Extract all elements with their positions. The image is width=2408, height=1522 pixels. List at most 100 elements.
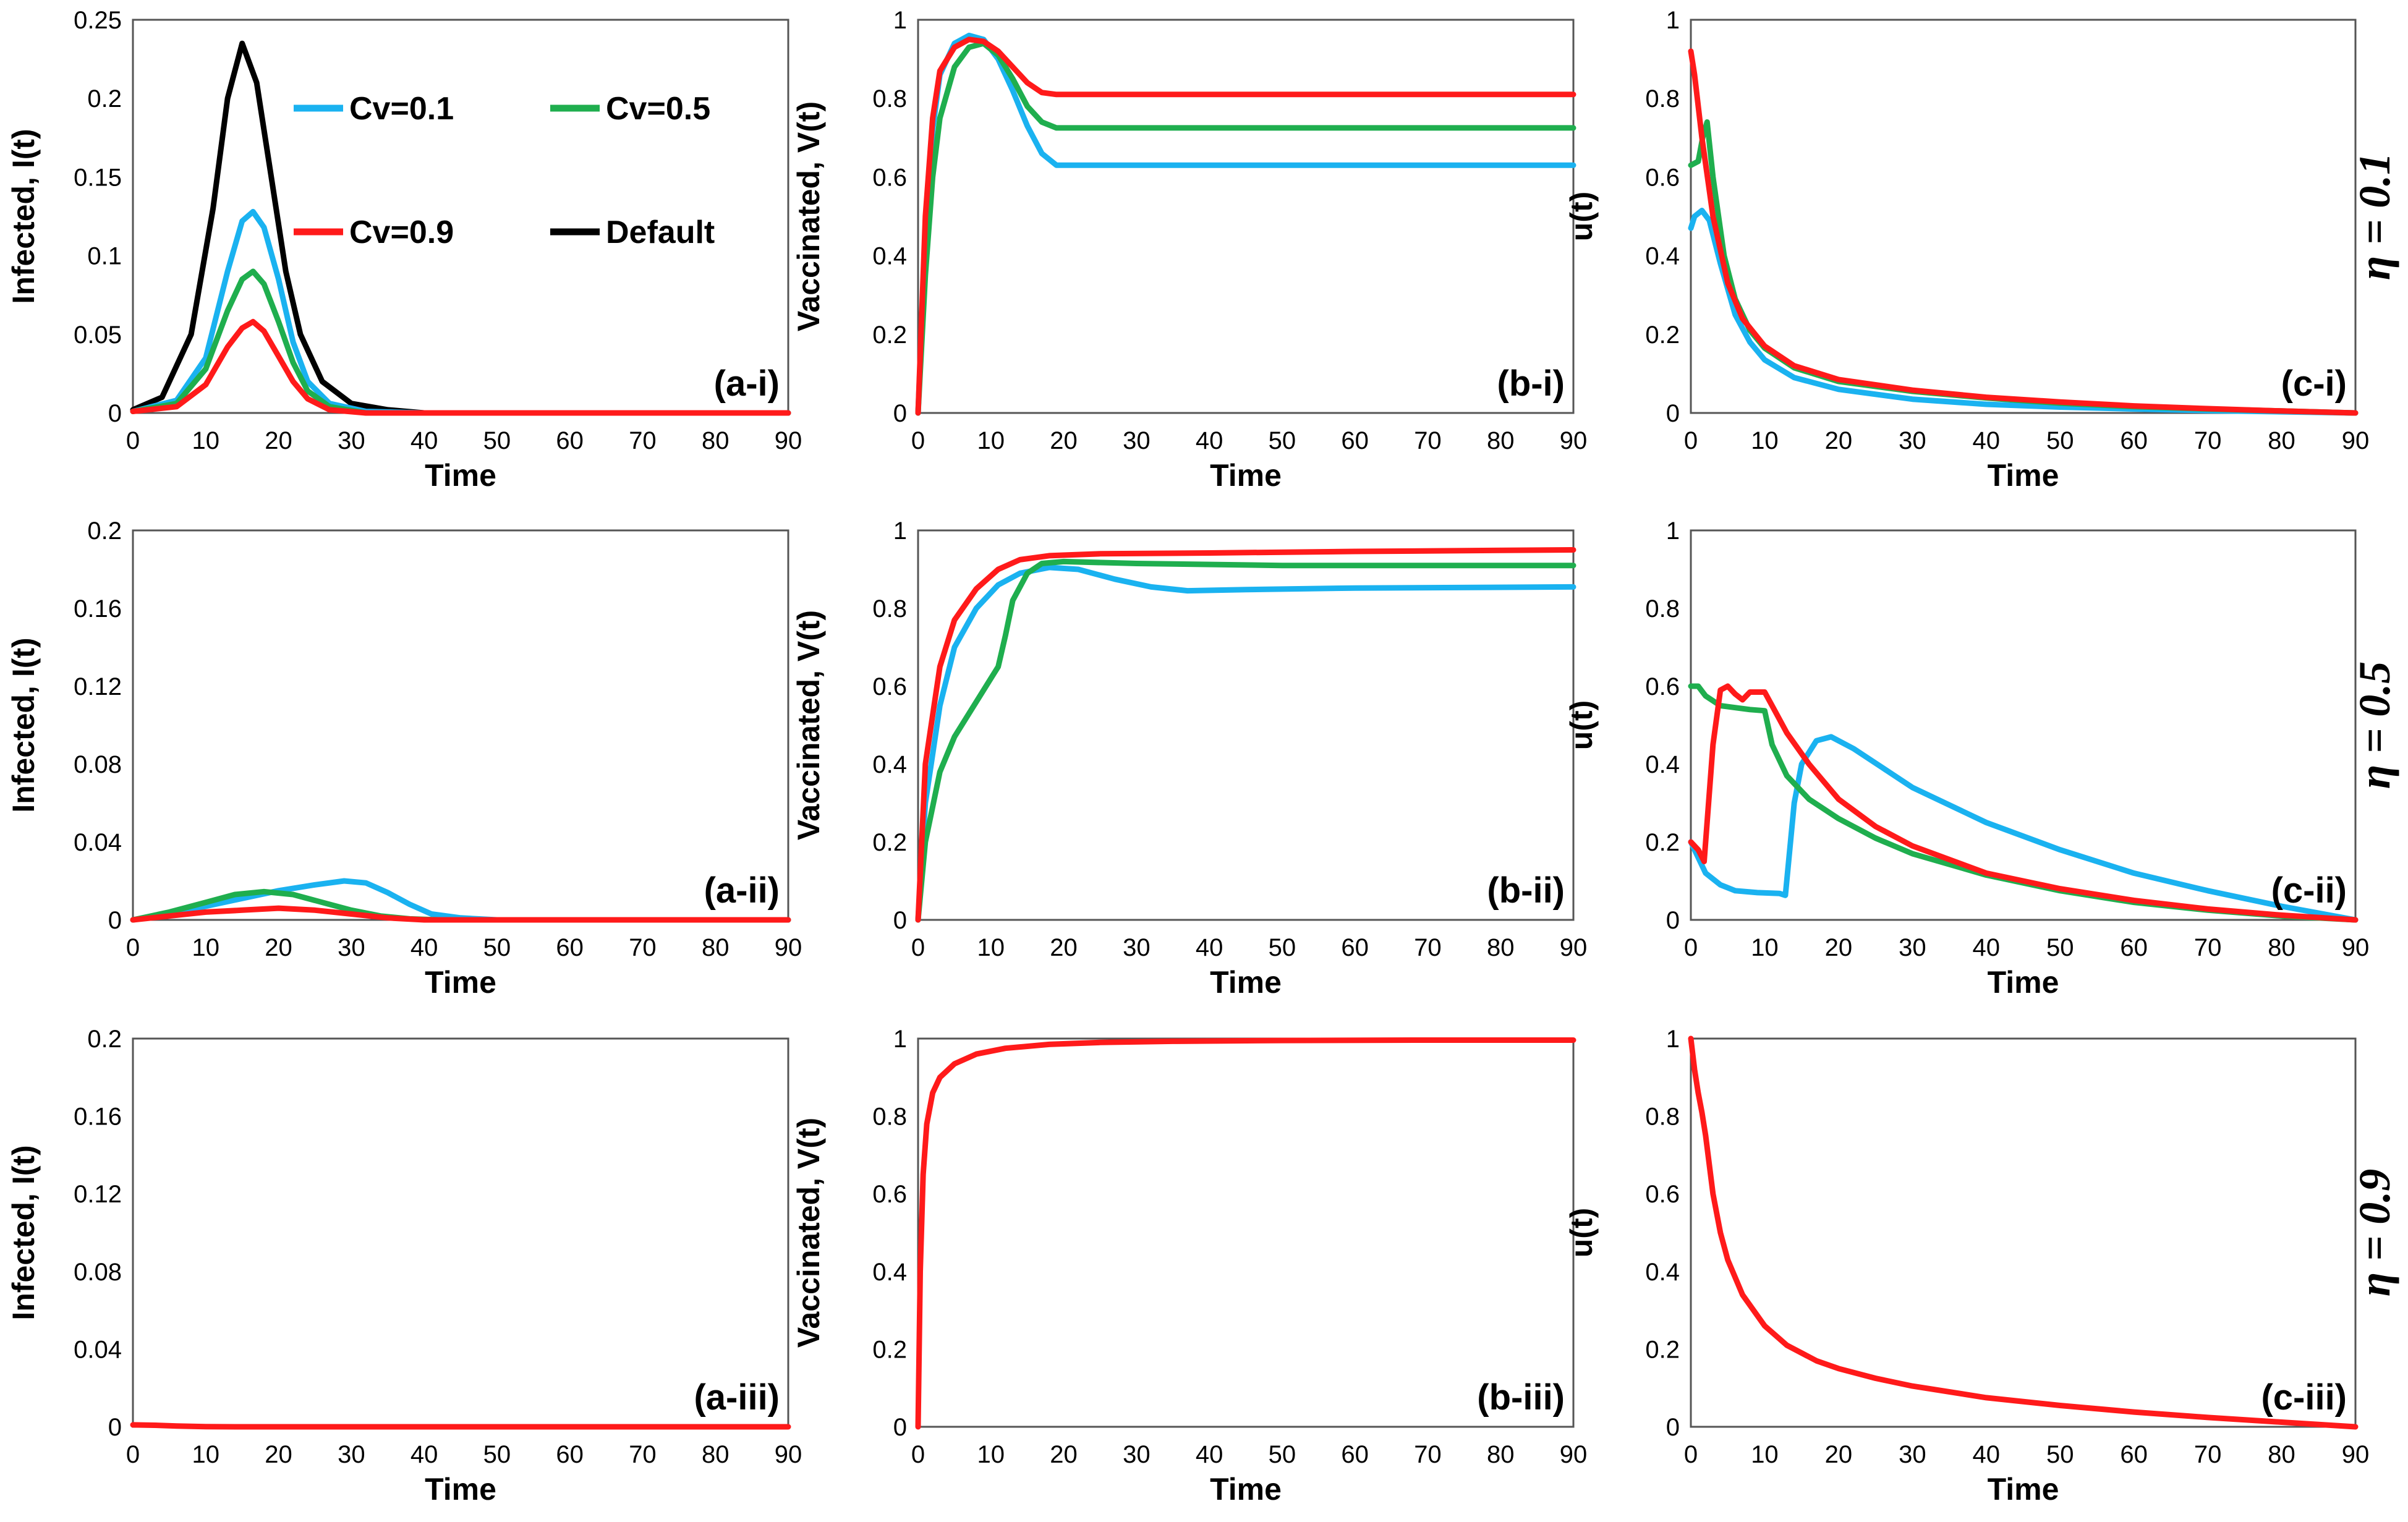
legend-item-cv-0-9: Cv=0.9 (294, 215, 454, 250)
y-tick-label: 0.05 (74, 321, 122, 349)
x-tick-label: 40 (411, 1441, 438, 1468)
y-tick-label: 1 (1666, 7, 1680, 34)
y-tick-label: 0.12 (74, 1181, 122, 1208)
x-tick-label: 60 (556, 427, 584, 454)
y-axis-title: Vaccinated, V(t) (791, 101, 826, 331)
y-tick-label: 0.4 (872, 751, 907, 778)
x-tick-label: 90 (775, 1441, 802, 1468)
x-tick-label: 10 (1751, 1441, 1779, 1468)
panel-label: (a-ii) (704, 870, 780, 911)
x-tick-label: 20 (1825, 934, 1853, 961)
y-tick-label: 0.25 (74, 7, 122, 34)
x-tick-label: 30 (338, 427, 365, 454)
chart-panel-c-ii: 00.20.40.60.810 10 20 30 40 50 60 70 80 90Timeu(t… (1564, 517, 2369, 1000)
x-tick-label: 20 (1050, 1441, 1078, 1468)
y-tick-label: 0.8 (872, 1103, 907, 1131)
y-axis-title: u(t) (1564, 1208, 1599, 1258)
y-axis-title: Vaccinated, V(t) (791, 610, 826, 840)
panel-label: (c-ii) (2271, 870, 2347, 911)
legend-label: Cv=0.5 (606, 91, 710, 127)
series-line-cv-0-9 (915, 1037, 1576, 1430)
x-tick-label: 70 (629, 427, 657, 454)
y-tick-label: 0.04 (74, 829, 122, 856)
x-tick-label: 90 (775, 427, 802, 454)
series-line-cv-0-1 (130, 878, 791, 923)
x-tick-label: 10 (192, 1441, 220, 1468)
x-tick-label: 70 (2194, 1441, 2222, 1468)
y-axis-title: Infected, I(t) (6, 1145, 41, 1320)
x-axis-title: Time (1988, 965, 2059, 1000)
y-tick-label: 0.8 (872, 85, 907, 113)
x-axis-title: Time (425, 965, 496, 1000)
panel-label: (b-i) (1497, 363, 1565, 404)
y-tick-label: 0 (108, 1414, 122, 1441)
y-tick-label: 0.2 (1645, 321, 1680, 349)
x-tick-label: 20 (1050, 934, 1078, 961)
plot-area (1690, 19, 2357, 414)
x-axis-title: Time (1210, 458, 1282, 493)
x-tick-label: 20 (1050, 427, 1078, 454)
x-tick-label: 30 (338, 934, 365, 961)
y-tick-label: 0.15 (74, 164, 122, 191)
x-tick-label: 30 (1899, 1441, 1926, 1468)
x-axis-title: Time (1988, 458, 2059, 493)
x-tick-label: 70 (629, 934, 657, 961)
x-tick-label: 40 (1196, 1441, 1223, 1468)
y-tick-label: 0.6 (1645, 1181, 1680, 1208)
y-tick-label: 0.2 (1645, 829, 1680, 856)
chart-panel-a-ii: 0 0.04 0.08 0.12 0.16 0.2 0 10 20 30 40 50 60 70 80 90 T… (6, 517, 802, 1000)
y-tick-label: 0.4 (1645, 1259, 1680, 1286)
series-line-cv-0-9 (1688, 1035, 2359, 1430)
legend-label: Default (606, 215, 715, 250)
chart-panel-b-ii: 00.20.40.60.810 10 20 30 40 50 60 70 80 90TimeVac… (791, 517, 1587, 1000)
chart-panel-c-i: 00.20.40.60.810 10 20 30 40 50 60 70 80 90Timeu(t… (1564, 7, 2369, 493)
x-tick-label: 40 (1973, 934, 2001, 961)
y-tick-label: 0.8 (1645, 85, 1680, 113)
y-tick-label: 0.08 (74, 751, 122, 778)
x-tick-label: 10 (1751, 934, 1779, 961)
y-tick-label: 0.4 (1645, 243, 1680, 270)
y-tick-label: 0 (893, 400, 907, 427)
series-line-cv-0-5 (1688, 119, 2359, 416)
chart-panel-a-i: 0 0.05 0.1 0.15 0.2 0.25 0 10 20 30 40 50 60 70 80 90 Ti… (6, 7, 802, 493)
x-tick-label: 70 (629, 1441, 657, 1468)
chart-panel-c-iii: 00.20.40.60.810 10 20 30 40 50 60 70 80 90Timeu(t… (1564, 1026, 2369, 1507)
x-tick-label: 0 (126, 427, 140, 454)
y-tick-label: 0.2 (872, 1336, 907, 1363)
y-tick-label: 0.16 (74, 1103, 122, 1131)
x-tick-label: 30 (1899, 427, 1926, 454)
x-tick-label: 10 (977, 427, 1005, 454)
x-tick-label: 40 (1196, 934, 1223, 961)
y-tick-label: 0.2 (872, 321, 907, 349)
x-tick-label: 10 (192, 934, 220, 961)
plot-area (917, 529, 1575, 921)
x-tick-label: 50 (483, 427, 511, 454)
x-tick-label: 20 (265, 1441, 292, 1468)
x-tick-label: 70 (1414, 1441, 1442, 1468)
y-tick-label: 0.08 (74, 1259, 122, 1286)
x-tick-label: 50 (483, 934, 511, 961)
series-line-cv-0-9 (915, 36, 1576, 416)
x-tick-label: 0 (1684, 1441, 1698, 1468)
plot-area (132, 1037, 789, 1428)
x-tick-label: 50 (483, 1441, 511, 1468)
x-tick-label: 60 (2120, 427, 2148, 454)
panel-label: (a-iii) (694, 1377, 780, 1418)
y-tick-label: 0.1 (87, 243, 122, 270)
x-tick-label: 90 (1560, 1441, 1588, 1468)
x-tick-label: 20 (1825, 1441, 1853, 1468)
x-axis-title: Time (425, 458, 496, 493)
x-tick-label: 50 (1269, 1441, 1296, 1468)
series-line-cv-0-1 (1688, 734, 2359, 923)
panel-label: (b-iii) (1477, 1377, 1565, 1418)
y-tick-label: 0.16 (74, 595, 122, 623)
series-line-cv-0-5 (1688, 683, 2359, 923)
x-tick-label: 0 (1684, 934, 1698, 961)
x-tick-label: 60 (1341, 1441, 1369, 1468)
series-line-cv-0-9 (1688, 683, 2359, 923)
y-tick-label: 0.8 (872, 595, 907, 623)
x-tick-label: 60 (556, 1441, 584, 1468)
x-tick-label: 50 (2046, 1441, 2074, 1468)
row-label-eta: η = 0.9 (2350, 1169, 2399, 1297)
